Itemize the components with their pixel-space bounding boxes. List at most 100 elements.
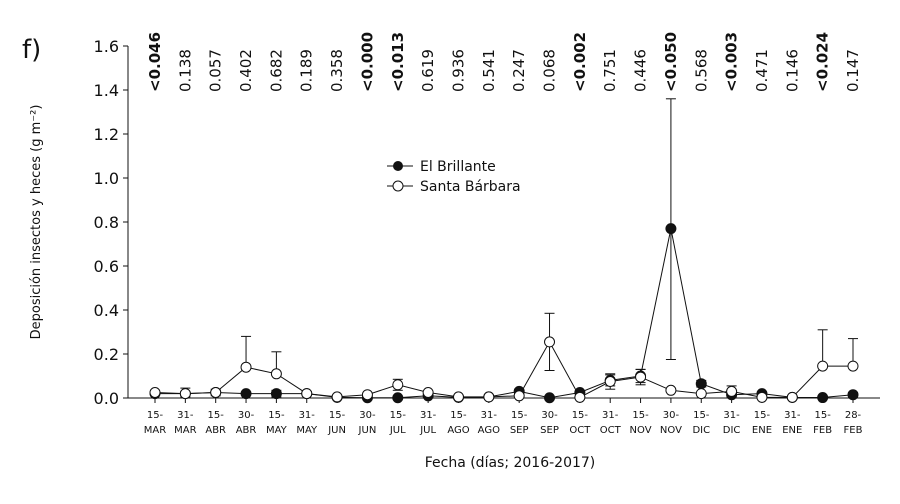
point-santa-b-rbara — [786, 391, 798, 403]
x-tick-label: FEB — [813, 425, 832, 436]
legend-label-santa-barbara: Santa Bárbara — [420, 179, 521, 195]
point-el-brillante — [695, 378, 707, 390]
x-tick-label: 31- — [602, 410, 619, 421]
x-tick-label: MAY — [296, 425, 318, 436]
p-value-label: 0.068 — [541, 49, 559, 92]
p-value-label: 0.936 — [449, 49, 467, 92]
p-value-label: <0.013 — [389, 32, 407, 92]
point-santa-b-rbara — [210, 387, 222, 398]
x-tick-label: FEB — [844, 425, 863, 436]
point-santa-b-rbara — [452, 391, 464, 403]
x-tick-label: JUL — [419, 425, 436, 436]
point-el-brillante — [544, 392, 556, 404]
p-value-label: <0.002 — [571, 32, 589, 92]
x-tick-label: 15- — [814, 410, 831, 421]
p-value-label: <0.024 — [814, 32, 832, 92]
x-tick-label: 15- — [693, 410, 710, 421]
point-santa-b-rbara — [301, 388, 313, 400]
series-line-santa-b-rbara — [154, 340, 853, 399]
p-value-label: <0.046 — [146, 32, 164, 92]
point-el-brillante — [240, 388, 252, 400]
point-santa-b-rbara — [361, 389, 373, 401]
y-tick-label: 1.4 — [94, 81, 119, 100]
point-el-brillante — [392, 392, 404, 404]
x-tick-label: 15- — [511, 410, 528, 421]
p-value-label: 0.402 — [237, 49, 255, 92]
x-tick-label: AGO — [478, 425, 500, 436]
x-tick-label: 15- — [329, 410, 346, 421]
legend-marker-el-brillante — [393, 161, 403, 171]
x-tick-label: 30- — [238, 410, 255, 421]
x-tick-label: JUL — [389, 425, 406, 436]
x-tick-label: OCT — [569, 425, 591, 436]
point-santa-b-rbara — [817, 360, 829, 372]
p-value-label: 0.682 — [267, 49, 285, 92]
point-el-brillante — [665, 223, 677, 235]
y-tick-label: 1.0 — [94, 169, 119, 188]
p-value-label: <0.003 — [723, 32, 741, 92]
x-tick-label: 30- — [359, 410, 376, 421]
x-tick-label: SEP — [540, 425, 559, 436]
y-tick-label: 0.0 — [94, 389, 119, 408]
point-santa-b-rbara — [756, 391, 768, 403]
point-santa-b-rbara — [392, 379, 404, 391]
y-tick-label: 0.4 — [94, 301, 119, 320]
x-axis-label: Fecha (días; 2016-2017) — [425, 455, 596, 471]
point-el-brillante — [270, 388, 282, 400]
point-santa-b-rbara — [604, 376, 616, 387]
x-tick-label: 31- — [481, 410, 498, 421]
point-el-brillante — [847, 389, 859, 401]
x-tick-label: ENE — [782, 425, 802, 436]
x-tick-label: JUN — [358, 425, 377, 436]
x-tick-label: MAY — [266, 425, 288, 436]
point-el-brillante — [817, 392, 829, 404]
point-santa-b-rbara — [240, 361, 252, 373]
y-tick-label: 0.8 — [94, 213, 119, 232]
x-tick-label: DIC — [692, 425, 710, 436]
y-tick-label: 1.2 — [94, 125, 119, 144]
x-tick-label: 15- — [147, 410, 164, 421]
x-tick-label: 30- — [663, 410, 680, 421]
p-value-label: <0.050 — [662, 32, 680, 92]
p-value-label: 0.541 — [480, 49, 498, 92]
p-value-label: 0.619 — [419, 49, 437, 92]
point-santa-b-rbara — [695, 388, 707, 400]
p-value-label: 0.751 — [601, 49, 619, 92]
series-line-el-brillante — [155, 228, 854, 399]
x-tick-label: JUN — [327, 425, 346, 436]
p-value-label: 0.147 — [844, 49, 862, 92]
p-value-label: 0.138 — [176, 49, 194, 92]
x-tick-label: 31- — [784, 410, 801, 421]
point-santa-b-rbara — [331, 391, 343, 403]
x-tick-label: ABR — [205, 425, 226, 436]
p-value-label: 0.568 — [692, 49, 710, 92]
y-tick-label: 0.6 — [94, 257, 119, 276]
x-tick-label: SEP — [510, 425, 529, 436]
x-tick-label: 15- — [632, 410, 649, 421]
x-tick-label: 31- — [177, 410, 194, 421]
x-tick-label: 15- — [450, 410, 467, 421]
x-tick-label: MAR — [144, 425, 166, 436]
x-tick-label: NOV — [630, 425, 652, 436]
x-tick-label: 30- — [541, 410, 558, 421]
p-value-label: 0.446 — [632, 49, 650, 92]
point-santa-b-rbara — [513, 390, 525, 402]
x-tick-label: 15- — [572, 410, 589, 421]
point-santa-b-rbara — [847, 360, 859, 372]
x-tick-label: 15- — [754, 410, 771, 421]
legend: El Brillante Santa Bárbara — [387, 159, 521, 195]
point-santa-b-rbara — [179, 388, 191, 400]
x-tick-label: DIC — [723, 425, 741, 436]
panel-label: f) — [22, 35, 41, 65]
p-value-label: 0.057 — [207, 49, 225, 92]
y-tick-label: 0.2 — [94, 345, 119, 364]
point-santa-b-rbara — [665, 384, 677, 396]
p-value-label: <0.000 — [358, 32, 376, 92]
legend-marker-santa-barbara — [392, 180, 404, 192]
x-tick-label: 31- — [420, 410, 437, 421]
point-santa-b-rbara — [726, 385, 738, 397]
p-value-label: 0.358 — [328, 49, 346, 92]
x-tick-label: 15- — [390, 410, 407, 421]
y-axis-label: Deposición insectos y heces (g m⁻²) — [29, 105, 44, 340]
